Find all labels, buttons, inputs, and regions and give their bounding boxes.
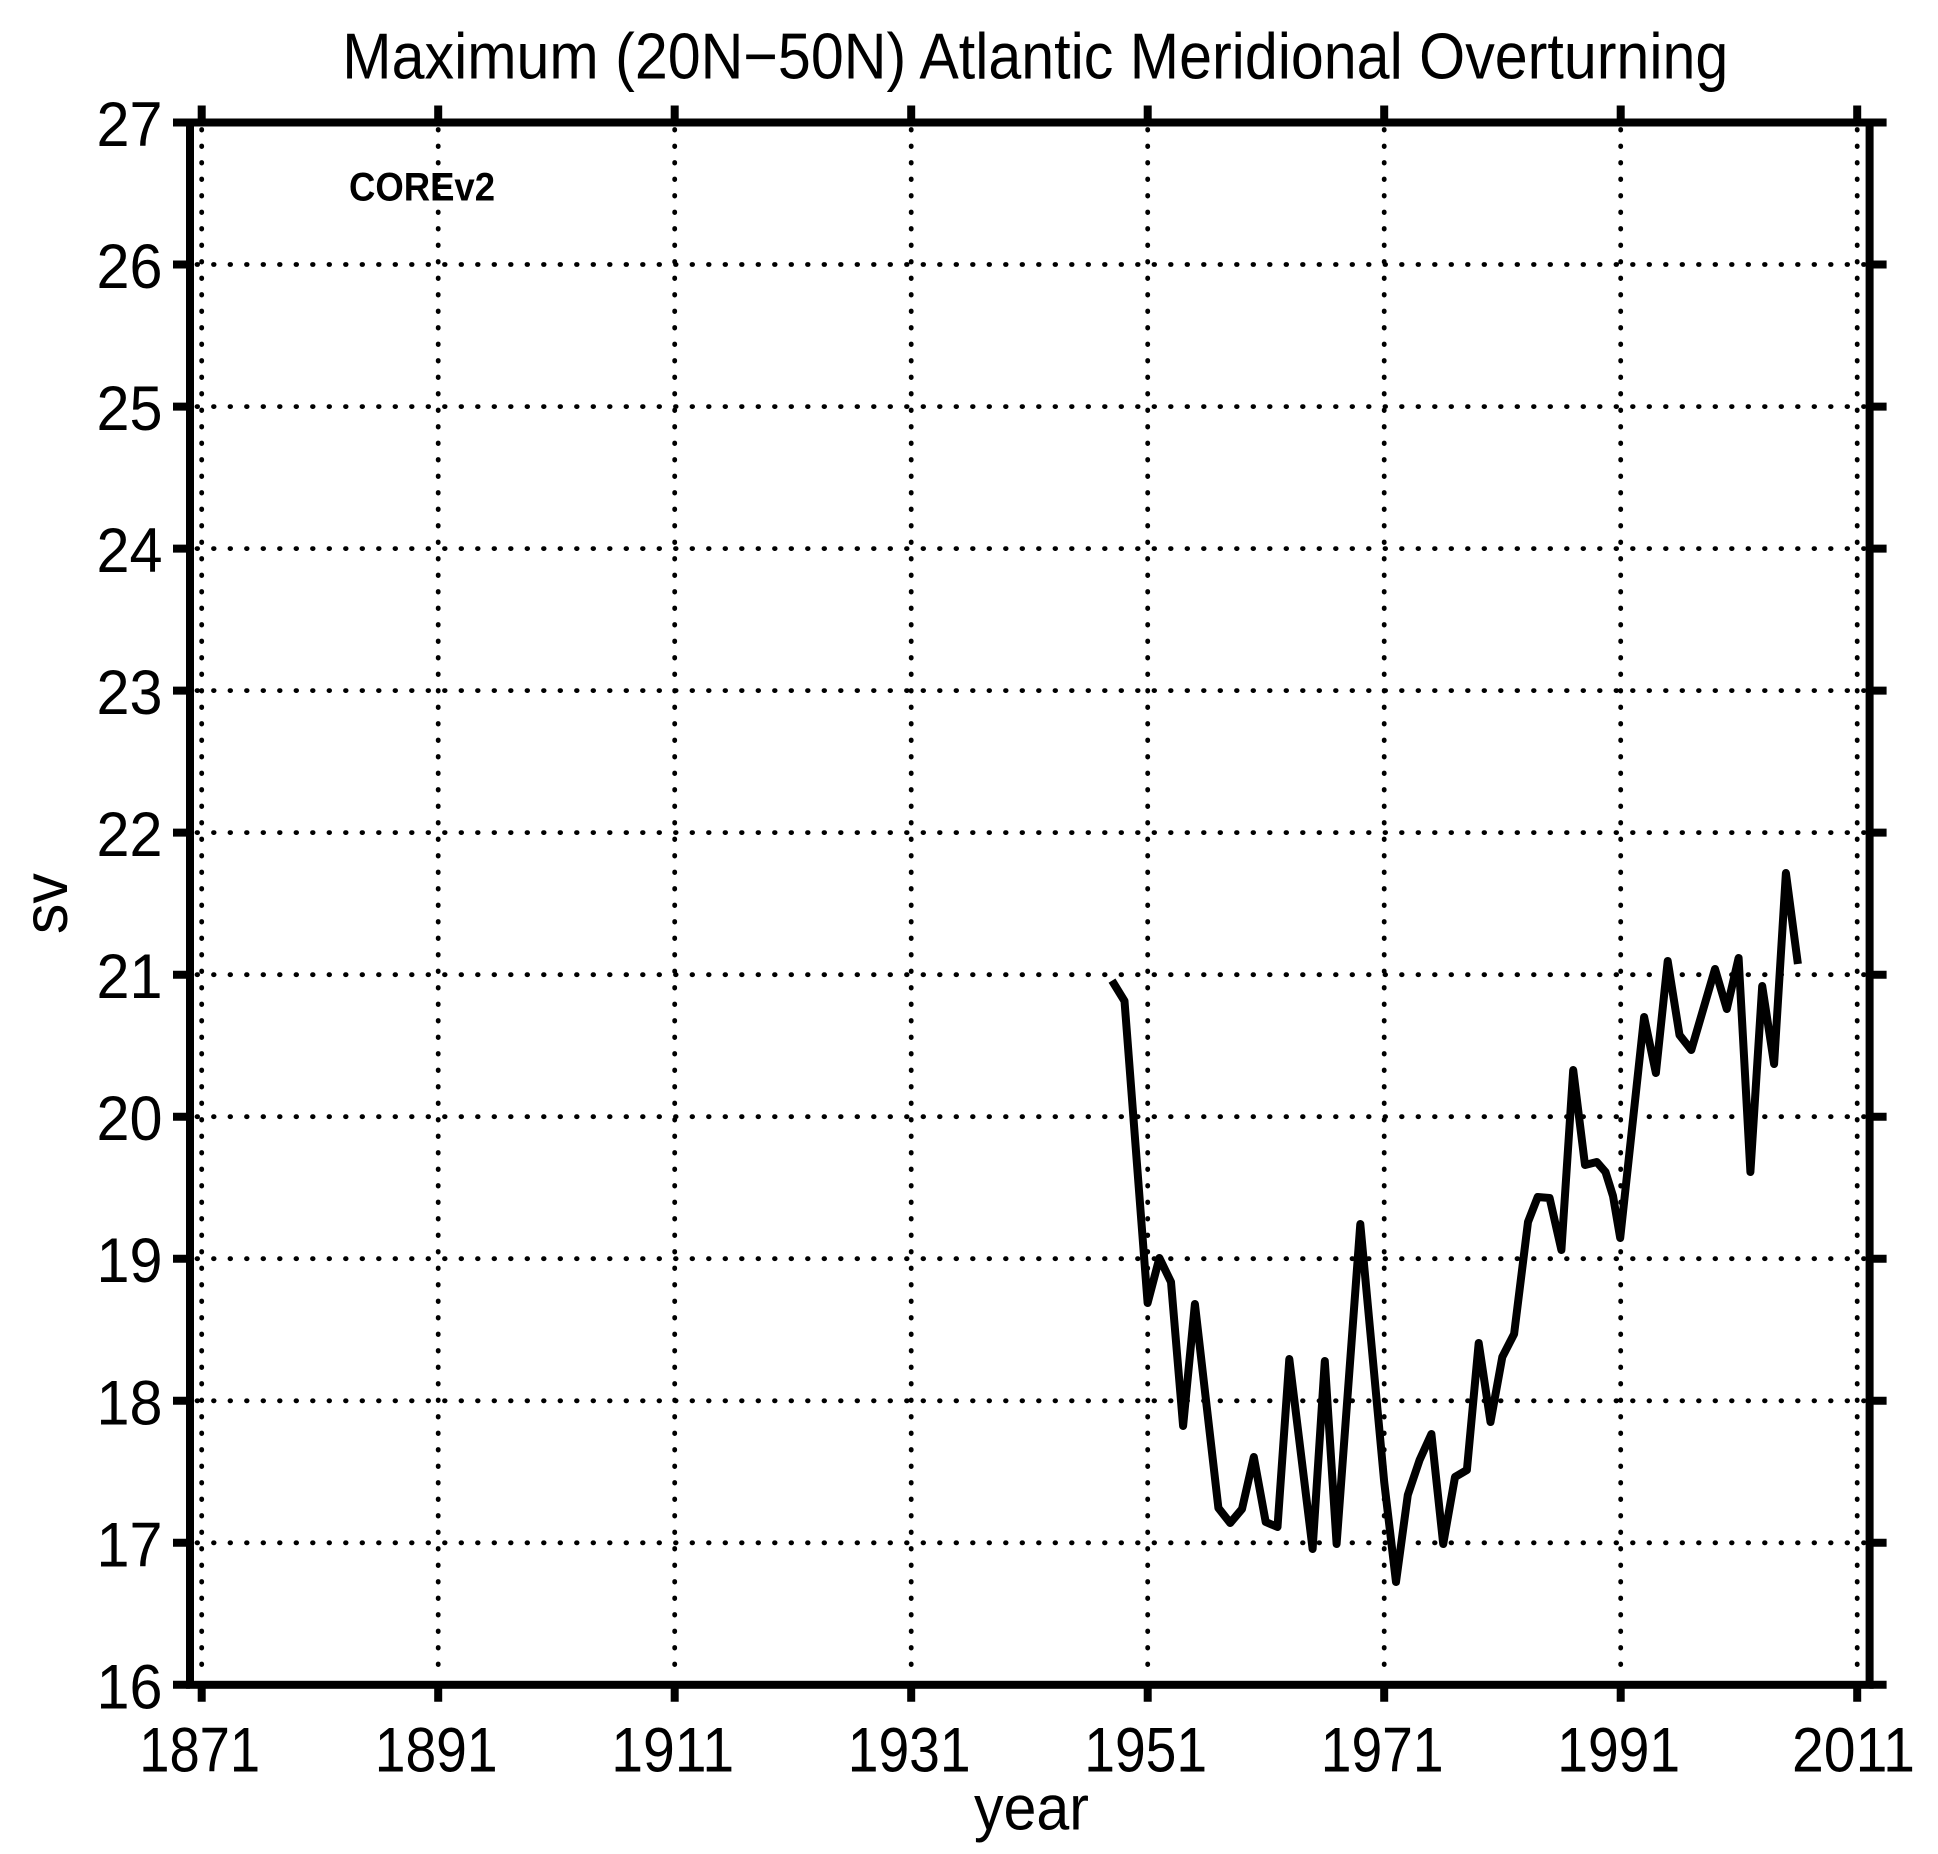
svg-text:16: 16 bbox=[97, 1652, 163, 1722]
svg-text:24: 24 bbox=[97, 516, 163, 586]
svg-text:1891: 1891 bbox=[375, 1716, 498, 1786]
svg-text:23: 23 bbox=[97, 658, 163, 728]
svg-text:25: 25 bbox=[97, 374, 163, 444]
svg-text:22: 22 bbox=[97, 800, 163, 870]
svg-text:year: year bbox=[974, 1774, 1089, 1844]
svg-text:sv: sv bbox=[11, 873, 81, 934]
svg-text:1991: 1991 bbox=[1557, 1716, 1680, 1786]
svg-text:26: 26 bbox=[97, 232, 163, 302]
svg-text:18: 18 bbox=[97, 1368, 163, 1438]
svg-text:1931: 1931 bbox=[848, 1716, 971, 1786]
svg-text:2011: 2011 bbox=[1792, 1716, 1915, 1786]
svg-text:1911: 1911 bbox=[611, 1716, 734, 1786]
svg-text:20: 20 bbox=[97, 1084, 163, 1154]
svg-text:1971: 1971 bbox=[1321, 1716, 1444, 1786]
svg-text:17: 17 bbox=[97, 1510, 163, 1580]
svg-text:Maximum (20N−50N) Atlantic Mer: Maximum (20N−50N) Atlantic Meridional Ov… bbox=[342, 19, 1728, 92]
svg-text:21: 21 bbox=[97, 942, 163, 1012]
svg-text:27: 27 bbox=[97, 90, 163, 160]
svg-text:19: 19 bbox=[97, 1226, 163, 1296]
svg-text:1951: 1951 bbox=[1084, 1716, 1207, 1786]
svg-text:1871: 1871 bbox=[139, 1716, 260, 1786]
svg-text:COREv2: COREv2 bbox=[349, 166, 495, 210]
